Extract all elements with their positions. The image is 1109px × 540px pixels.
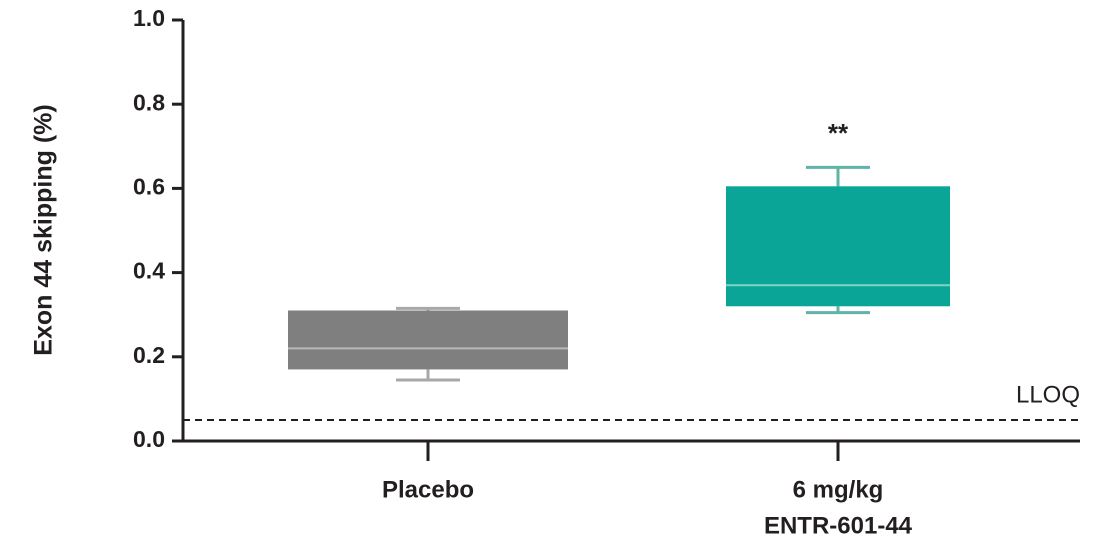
y-axis-label: Exon 44 skipping (%) [30, 104, 58, 355]
box [288, 310, 568, 370]
y-tick-label: 0.4 [133, 258, 165, 284]
box [726, 186, 950, 307]
y-tick-label: 1.0 [133, 5, 165, 31]
y-tick-label: 0.6 [133, 173, 165, 199]
y-tick-label: 0.0 [133, 426, 165, 452]
y-tick-label: 0.8 [133, 89, 165, 115]
annotation: ** [828, 118, 849, 148]
reference-label: LLOQ [1016, 381, 1080, 408]
x-tick-label: 6 mg/kg [793, 476, 884, 503]
y-tick-label: 0.2 [133, 342, 165, 368]
x-tick-label: ENTR-601-44 [764, 512, 913, 539]
x-tick-label: Placebo [382, 476, 474, 503]
